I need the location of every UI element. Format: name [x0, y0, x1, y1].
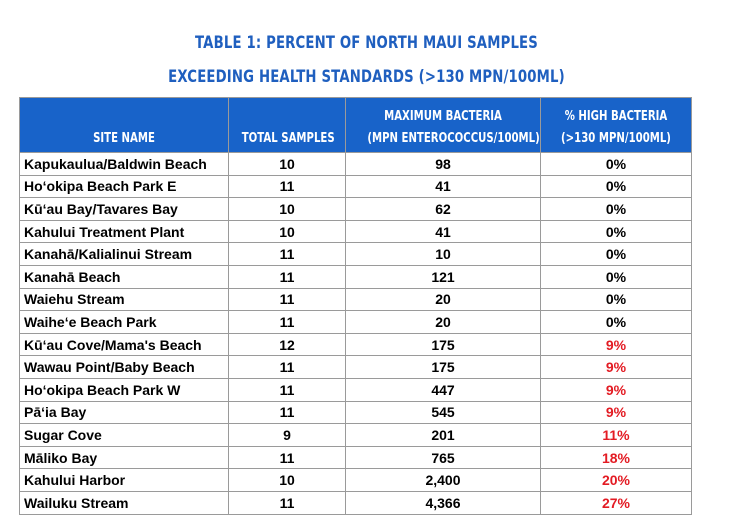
header-percent-high-line-2: (>130 MPN/100ML): [561, 131, 671, 146]
table-row: Kahului Harbor 10 2,400 20%: [19, 468, 692, 492]
percent-high-cell: 0%: [540, 197, 692, 221]
percent-high-cell: 20%: [540, 468, 692, 492]
table-row: Māliko Bay 11 765 18%: [19, 445, 692, 470]
total-samples-cell: 11: [228, 445, 346, 470]
site-name-cell: Kanahā/Kalialinui Stream: [19, 242, 229, 266]
site-name-cell: Kūʻau Cove/Mama's Beach: [19, 332, 229, 357]
percent-high-cell: 0%: [540, 152, 692, 176]
table-row: Hoʻokipa Beach Park W 11 447 9%: [19, 377, 692, 402]
percent-high-cell: 0%: [540, 287, 692, 312]
site-name-cell: Māliko Bay: [19, 445, 229, 470]
total-samples-cell: 11: [228, 242, 346, 266]
table-title-line-2: EXCEEDING HEALTH STANDARDS (>130 MPN/100…: [168, 67, 565, 87]
header-row: SITE NAME TOTAL SAMPLES MAXIMUM BACTERIA…: [19, 97, 692, 153]
table-row: Kahului Treatment Plant 10 41 0%: [19, 219, 692, 244]
percent-high-cell: 9%: [540, 377, 692, 402]
total-samples-cell: 11: [228, 490, 346, 515]
site-name-cell: Wawau Point/Baby Beach: [19, 355, 229, 379]
bacteria-samples-table: SITE NAME TOTAL SAMPLES MAXIMUM BACTERIA…: [19, 97, 692, 515]
percent-high-cell: 0%: [540, 174, 692, 199]
maximum-bacteria-cell: 175: [345, 355, 541, 379]
maximum-bacteria-cell: 20: [345, 287, 541, 312]
total-samples-cell: 10: [228, 219, 346, 244]
percent-high-cell: 9%: [540, 332, 692, 357]
header-total-samples-label: TOTAL SAMPLES: [241, 131, 335, 146]
maximum-bacteria-cell: 545: [345, 400, 541, 425]
site-name-cell: Hoʻokipa Beach Park W: [19, 377, 229, 402]
maximum-bacteria-cell: 41: [345, 174, 541, 199]
percent-high-cell: 0%: [540, 219, 692, 244]
table-row: Kapukaulua/Baldwin Beach 10 98 0%: [19, 152, 692, 176]
percent-high-cell: 0%: [540, 310, 692, 334]
percent-high-cell: 9%: [540, 400, 692, 425]
header-total-samples: TOTAL SAMPLES: [228, 97, 346, 153]
header-percent-high-bacteria: % HIGH BACTERIA (>130 MPN/100ML): [540, 97, 692, 153]
table-header: SITE NAME TOTAL SAMPLES MAXIMUM BACTERIA…: [19, 97, 692, 153]
total-samples-cell: 11: [228, 264, 346, 289]
total-samples-cell: 11: [228, 174, 346, 199]
site-name-cell: Hoʻokipa Beach Park E: [19, 174, 229, 199]
maximum-bacteria-cell: 2,400: [345, 468, 541, 492]
site-name-cell: Kapukaulua/Baldwin Beach: [19, 152, 229, 176]
total-samples-cell: 11: [228, 355, 346, 379]
percent-high-cell: 0%: [540, 264, 692, 289]
table-row: Hoʻokipa Beach Park E 11 41 0%: [19, 174, 692, 199]
maximum-bacteria-cell: 10: [345, 242, 541, 266]
total-samples-cell: 11: [228, 287, 346, 312]
table-row: Kūʻau Cove/Mama's Beach 12 175 9%: [19, 332, 692, 357]
header-site-name: SITE NAME: [19, 97, 229, 153]
site-name-cell: Waiheʻe Beach Park: [19, 310, 229, 334]
maximum-bacteria-cell: 98: [345, 152, 541, 176]
header-percent-high-line-1: % HIGH BACTERIA: [564, 109, 668, 124]
percent-high-cell: 11%: [540, 423, 692, 447]
total-samples-cell: 10: [228, 197, 346, 221]
maximum-bacteria-cell: 20: [345, 310, 541, 334]
site-name-cell: Waiehu Stream: [19, 287, 229, 312]
header-site-name-label: SITE NAME: [93, 131, 155, 146]
percent-high-cell: 18%: [540, 445, 692, 470]
total-samples-cell: 11: [228, 400, 346, 425]
header-maximum-bacteria-line-2: (MPN ENTEROCOCCUS/100ML): [367, 131, 540, 146]
site-name-cell: Wailuku Stream: [19, 490, 229, 515]
total-samples-cell: 10: [228, 152, 346, 176]
table-row: Wailuku Stream 11 4,366 27%: [19, 490, 692, 515]
maximum-bacteria-cell: 121: [345, 264, 541, 289]
table-row: Sugar Cove 9 201 11%: [19, 423, 692, 447]
total-samples-cell: 12: [228, 332, 346, 357]
table-row: Kūʻau Bay/Tavares Bay 10 62 0%: [19, 197, 692, 221]
total-samples-cell: 9: [228, 423, 346, 447]
table-row: Waiheʻe Beach Park 11 20 0%: [19, 310, 692, 334]
percent-high-cell: 0%: [540, 242, 692, 266]
maximum-bacteria-cell: 4,366: [345, 490, 541, 515]
table-title-line-1: TABLE 1: PERCENT OF NORTH MAUI SAMPLES: [195, 33, 538, 53]
total-samples-cell: 11: [228, 377, 346, 402]
table-row: Kanahā/Kalialinui Stream 11 10 0%: [19, 242, 692, 266]
table-row: Pāʻia Bay 11 545 9%: [19, 400, 692, 425]
table-row: Kanahā Beach 11 121 0%: [19, 264, 692, 289]
table-body: Kapukaulua/Baldwin Beach 10 98 0% Hoʻokipa B…: [19, 152, 692, 515]
maximum-bacteria-cell: 41: [345, 219, 541, 244]
header-maximum-bacteria-line-1: MAXIMUM BACTERIA: [384, 109, 502, 124]
site-name-cell: Kahului Treatment Plant: [19, 219, 229, 244]
maximum-bacteria-cell: 62: [345, 197, 541, 221]
percent-high-cell: 27%: [540, 490, 692, 515]
site-name-cell: Kahului Harbor: [19, 468, 229, 492]
total-samples-cell: 10: [228, 468, 346, 492]
maximum-bacteria-cell: 201: [345, 423, 541, 447]
site-name-cell: Kanahā Beach: [19, 264, 229, 289]
percent-high-cell: 9%: [540, 355, 692, 379]
total-samples-cell: 11: [228, 310, 346, 334]
maximum-bacteria-cell: 765: [345, 445, 541, 470]
site-name-cell: Sugar Cove: [19, 423, 229, 447]
maximum-bacteria-cell: 175: [345, 332, 541, 357]
table-row: Waiehu Stream 11 20 0%: [19, 287, 692, 312]
site-name-cell: Kūʻau Bay/Tavares Bay: [19, 197, 229, 221]
header-maximum-bacteria: MAXIMUM BACTERIA (MPN ENTEROCOCCUS/100ML…: [345, 97, 541, 153]
maximum-bacteria-cell: 447: [345, 377, 541, 402]
site-name-cell: Pāʻia Bay: [19, 400, 229, 425]
table-row: Wawau Point/Baby Beach 11 175 9%: [19, 355, 692, 379]
